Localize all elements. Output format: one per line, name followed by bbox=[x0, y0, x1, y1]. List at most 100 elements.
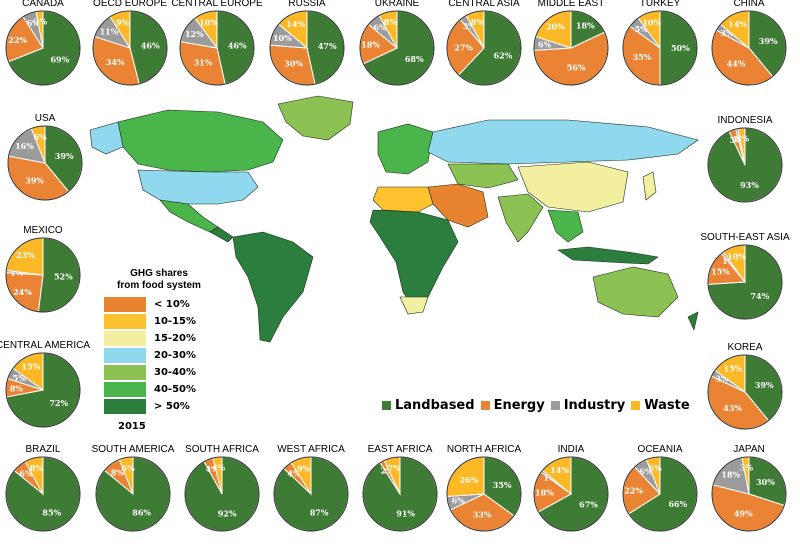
pie-outline bbox=[362, 456, 438, 532]
pie-title: MIDDLE EAST bbox=[537, 0, 605, 9]
pie-outline bbox=[359, 10, 435, 86]
share-legend: < 10% 10-15% 15-20% 20-30% 30-40% 40-50%… bbox=[104, 296, 196, 415]
pie-slice-label: 4% bbox=[206, 464, 220, 474]
map-southeast-asia bbox=[547, 209, 584, 243]
pie-slice-label: 4% bbox=[287, 468, 301, 478]
pie-outline bbox=[707, 244, 783, 320]
pie-title: INDONESIA bbox=[717, 115, 773, 126]
pie-outline bbox=[184, 456, 260, 532]
pie-slice-label: 14% bbox=[550, 465, 569, 475]
category-legend-item: Energy bbox=[480, 398, 545, 413]
pie-slice-label: 35% bbox=[633, 52, 652, 62]
pie-title: SOUTH AFRICA bbox=[185, 444, 259, 455]
pie-slice-label: 14% bbox=[728, 19, 747, 29]
pie-title: SOUTH AMERICA bbox=[91, 444, 175, 455]
pie-title: NORTH AFRICA bbox=[446, 444, 522, 455]
pie-slice-label: 50% bbox=[671, 43, 690, 53]
map-south-america bbox=[232, 231, 314, 343]
pie-outline bbox=[273, 456, 349, 532]
pie-title: KOREA bbox=[727, 342, 763, 353]
pie-slice-label: 30% bbox=[284, 58, 303, 68]
category-legend-item: Industry bbox=[550, 398, 626, 413]
category-legend-label: Landbased bbox=[395, 398, 475, 413]
category-legend-label: Waste bbox=[644, 398, 690, 413]
pie-slice-label: 7% bbox=[388, 463, 402, 473]
pie-slice-label: 18% bbox=[576, 21, 595, 31]
map-south-africa bbox=[399, 296, 429, 315]
pie-slice-label: 6% bbox=[538, 40, 552, 50]
share-legend-title-line-1: GHG shares bbox=[130, 268, 188, 279]
share-legend-row: 30-40% bbox=[104, 364, 196, 381]
pie-slice-label: 18% bbox=[721, 470, 740, 480]
pie-title: BRAZIL bbox=[25, 444, 61, 455]
pie-slice-label: 74% bbox=[750, 291, 769, 301]
pie-outline bbox=[95, 456, 171, 532]
pie-slice-label: 62% bbox=[494, 50, 513, 60]
pie-slice-label: 69% bbox=[50, 54, 69, 64]
share-legend-row: 15-20% bbox=[104, 330, 196, 347]
map-canada bbox=[117, 109, 284, 173]
map-new-zealand bbox=[687, 311, 699, 331]
share-legend-swatch bbox=[104, 365, 146, 380]
share-legend-swatch bbox=[104, 348, 146, 363]
pie-slice-label: 35% bbox=[493, 480, 512, 490]
share-legend-row: 40-50% bbox=[104, 381, 196, 398]
category-legend: Landbased Energy Industry Waste bbox=[382, 398, 696, 413]
pie-slice-label: 30% bbox=[756, 477, 775, 487]
category-legend-label: Energy bbox=[493, 398, 545, 413]
pie-slice-label: 39% bbox=[25, 176, 44, 186]
pie-outline bbox=[622, 456, 698, 532]
pie-slice-label: 15% bbox=[22, 361, 41, 371]
map-north-africa bbox=[372, 186, 434, 213]
share-legend-label: 20-30% bbox=[154, 350, 197, 361]
pie-slice-label: 22% bbox=[624, 486, 643, 496]
pie-title: OCEANIA bbox=[637, 444, 683, 455]
share-legend-title: GHG shares from food system bbox=[104, 268, 214, 292]
pie-slice-label: 2% bbox=[381, 466, 395, 476]
pie-outline bbox=[179, 10, 255, 86]
pie-slice-label: 10% bbox=[642, 18, 661, 28]
share-legend-row: > 50% bbox=[104, 398, 196, 415]
share-legend-label: < 10% bbox=[154, 299, 190, 310]
pie-slice-label: 6% bbox=[373, 22, 387, 32]
pie-title: CENTRAL ASIA bbox=[448, 0, 520, 9]
pie-slice-label: 27% bbox=[454, 42, 473, 52]
pie-slice-label: 3% bbox=[715, 373, 729, 383]
category-legend-swatch bbox=[480, 401, 490, 410]
pie-outline bbox=[533, 456, 609, 532]
pie-slice-label: 33% bbox=[473, 509, 492, 519]
share-legend-label: > 50% bbox=[154, 401, 190, 412]
map-australia bbox=[592, 266, 679, 318]
pie-title: CENTRAL EUROPE bbox=[171, 0, 263, 9]
share-legend-swatch bbox=[104, 399, 146, 414]
share-legend-swatch bbox=[104, 314, 146, 329]
pie-slice-label: 8% bbox=[384, 17, 398, 27]
pie-slice-label: 47% bbox=[318, 41, 337, 51]
pie-outline bbox=[711, 10, 787, 86]
pie-outline bbox=[711, 456, 787, 532]
pie-title: INDIA bbox=[557, 444, 585, 455]
pie-slice-label: 3% bbox=[34, 16, 48, 26]
pie-slice-label: 85% bbox=[42, 507, 61, 517]
pie-slice-label: 6% bbox=[27, 18, 41, 28]
pie-title: OECD EUROPE bbox=[93, 0, 167, 9]
pie-slice-label: 1% bbox=[722, 256, 736, 266]
pie-slice-label: 14% bbox=[286, 19, 305, 29]
pie-outline bbox=[5, 237, 81, 313]
pie-slice-label: 20% bbox=[546, 21, 565, 31]
pie-slice-label: 15% bbox=[724, 363, 743, 373]
pie-slice-label: 15% bbox=[711, 266, 730, 276]
share-legend-swatch bbox=[104, 297, 146, 312]
map-greenland bbox=[277, 95, 354, 141]
pie-slice-label: 6% bbox=[19, 469, 33, 479]
pie-title: RUSSIA bbox=[288, 0, 326, 9]
pie-slice-label: 10% bbox=[199, 18, 218, 28]
pie-slice-label: 72% bbox=[49, 398, 68, 408]
pie-slice-label: 31% bbox=[194, 58, 213, 68]
pie-slice-label: 49% bbox=[734, 509, 753, 519]
pie-title: WEST AFRICA bbox=[277, 444, 345, 455]
pie-title: JAPAN bbox=[733, 444, 765, 455]
pie-slice-label: 6% bbox=[648, 463, 662, 473]
category-legend-label: Industry bbox=[563, 398, 626, 413]
